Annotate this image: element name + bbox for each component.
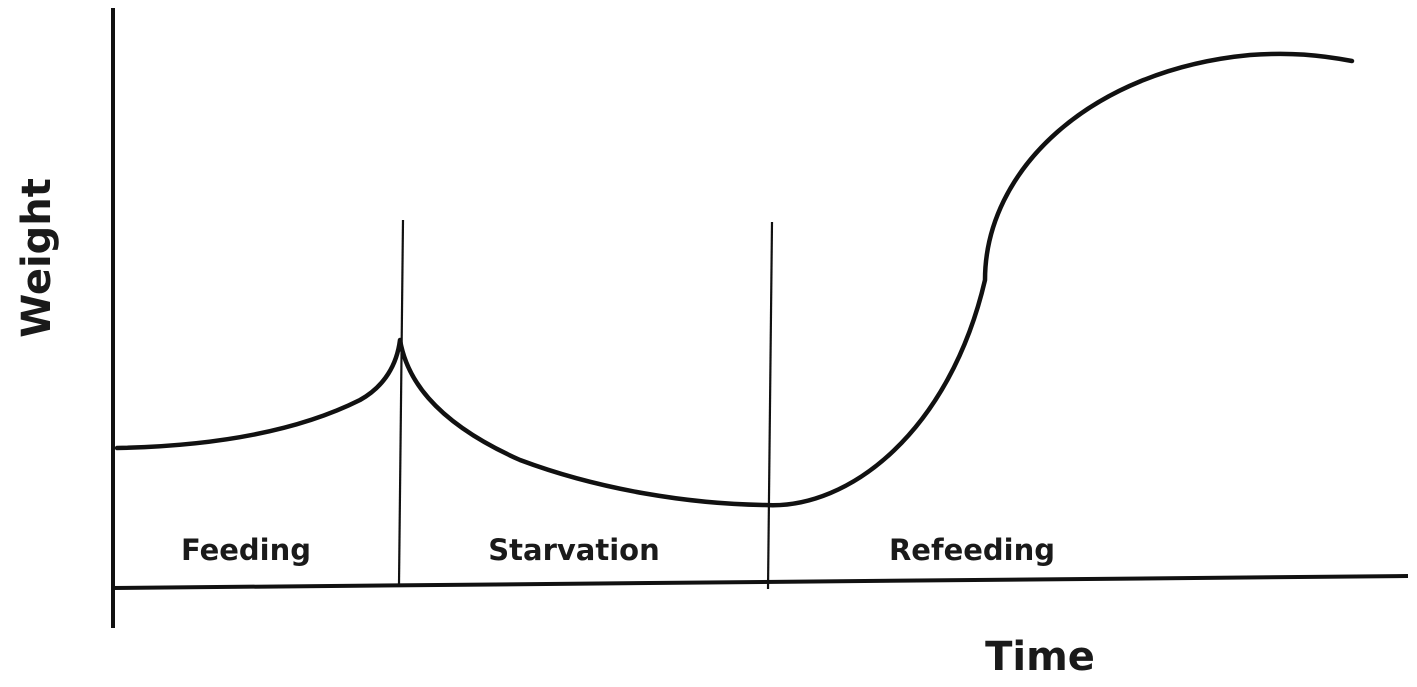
phase-divider-1 — [397, 219, 405, 585]
phase-label-starvation: Starvation — [488, 533, 659, 567]
x-axis — [112, 574, 1409, 590]
phase-divider-2 — [766, 221, 774, 590]
phase-label-refeeding: Refeeding — [889, 533, 1055, 567]
x-axis-label: Time — [985, 634, 1095, 680]
weight-curve-series — [114, 51, 1355, 508]
y-axis-label: Weight — [14, 178, 60, 338]
phase-label-feeding: Feeding — [181, 533, 311, 567]
